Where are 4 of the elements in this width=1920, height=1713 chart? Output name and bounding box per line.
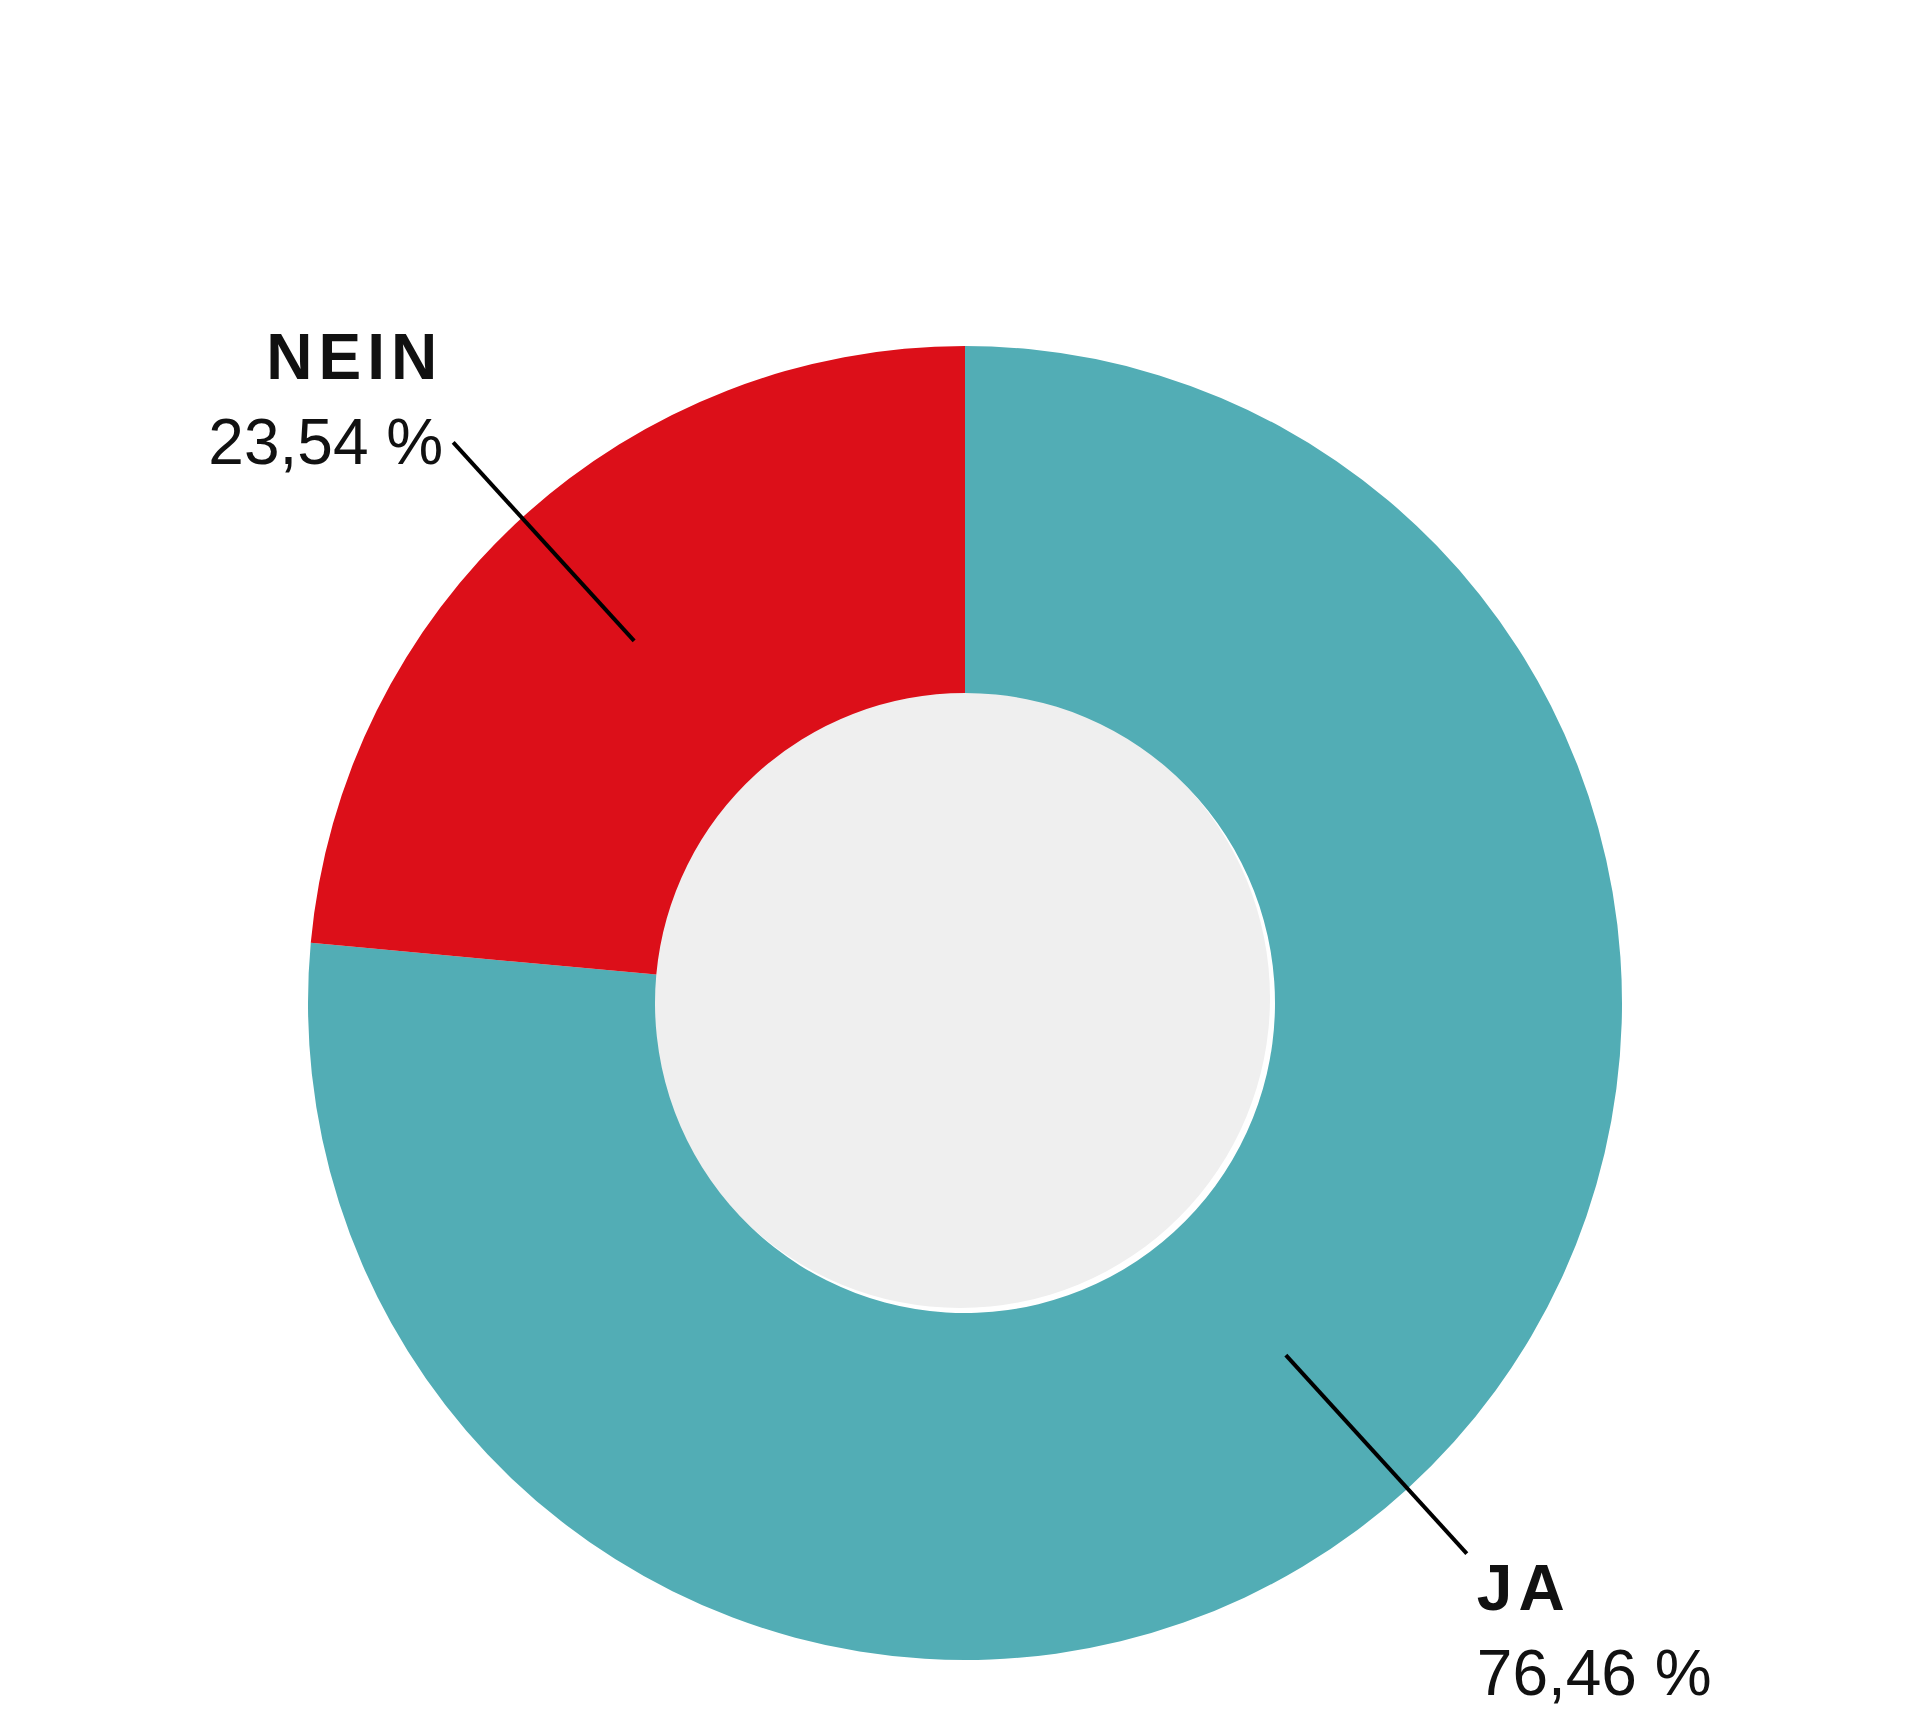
data-label: 76,46 %: [1476, 1636, 1712, 1709]
data-label: 23,54 %: [208, 405, 444, 478]
slice-label: NEIN: [266, 320, 444, 393]
slice-label: JA: [1476, 1551, 1571, 1624]
